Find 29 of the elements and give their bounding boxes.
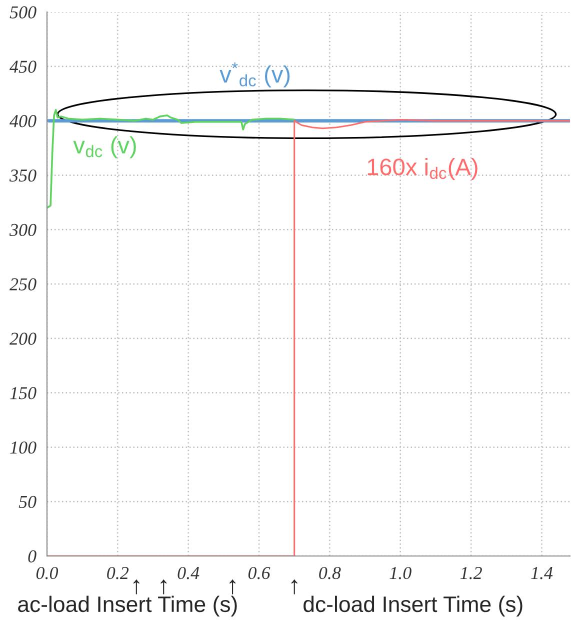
y-tick-label: 300 xyxy=(9,224,36,236)
x-tick-label: 0.6 xyxy=(248,566,270,580)
x-tick-label: 1.4 xyxy=(531,567,553,580)
text: dc-load Insert Time (s) xyxy=(304,596,522,616)
x-tick-label: 1.2 xyxy=(460,566,482,580)
annotation: ↑ xyxy=(160,580,167,594)
text: ac-load Insert Time (s) xyxy=(18,596,237,616)
annotation: ↑ xyxy=(133,580,140,594)
y-tick-label: 150 xyxy=(10,387,36,400)
series-label: v$_{dc}$ (v) xyxy=(73,136,136,158)
y-tick-label: 450 xyxy=(10,60,36,73)
x-tick-label: 0.8 xyxy=(319,566,341,580)
y-tick-label: 50 xyxy=(18,496,36,508)
series-label: v$^{*}$$_{dc}$ (v) xyxy=(220,62,290,88)
series-label: 160x i$_{dc}$(A) xyxy=(368,158,478,180)
x-tick-label: 0.0 xyxy=(36,566,58,580)
y-tick-label: 100 xyxy=(10,441,36,454)
x-tick-label: 0.2 xyxy=(107,566,129,580)
x-tick-label: 0.4 xyxy=(178,566,200,580)
y-tick-label: 500 xyxy=(10,6,36,18)
y-tick-label: 200 xyxy=(10,332,36,345)
y-tick-label: 250 xyxy=(10,278,36,290)
x-tick-label: 1.0 xyxy=(390,566,412,580)
y-tick-label: 350 xyxy=(9,169,36,182)
annotation: ↑ xyxy=(230,580,236,594)
y-tick-label: 0 xyxy=(28,550,36,562)
line-series xyxy=(47,109,296,209)
y-tick-label: 400 xyxy=(10,115,36,128)
annotation: ↑ xyxy=(291,580,298,594)
